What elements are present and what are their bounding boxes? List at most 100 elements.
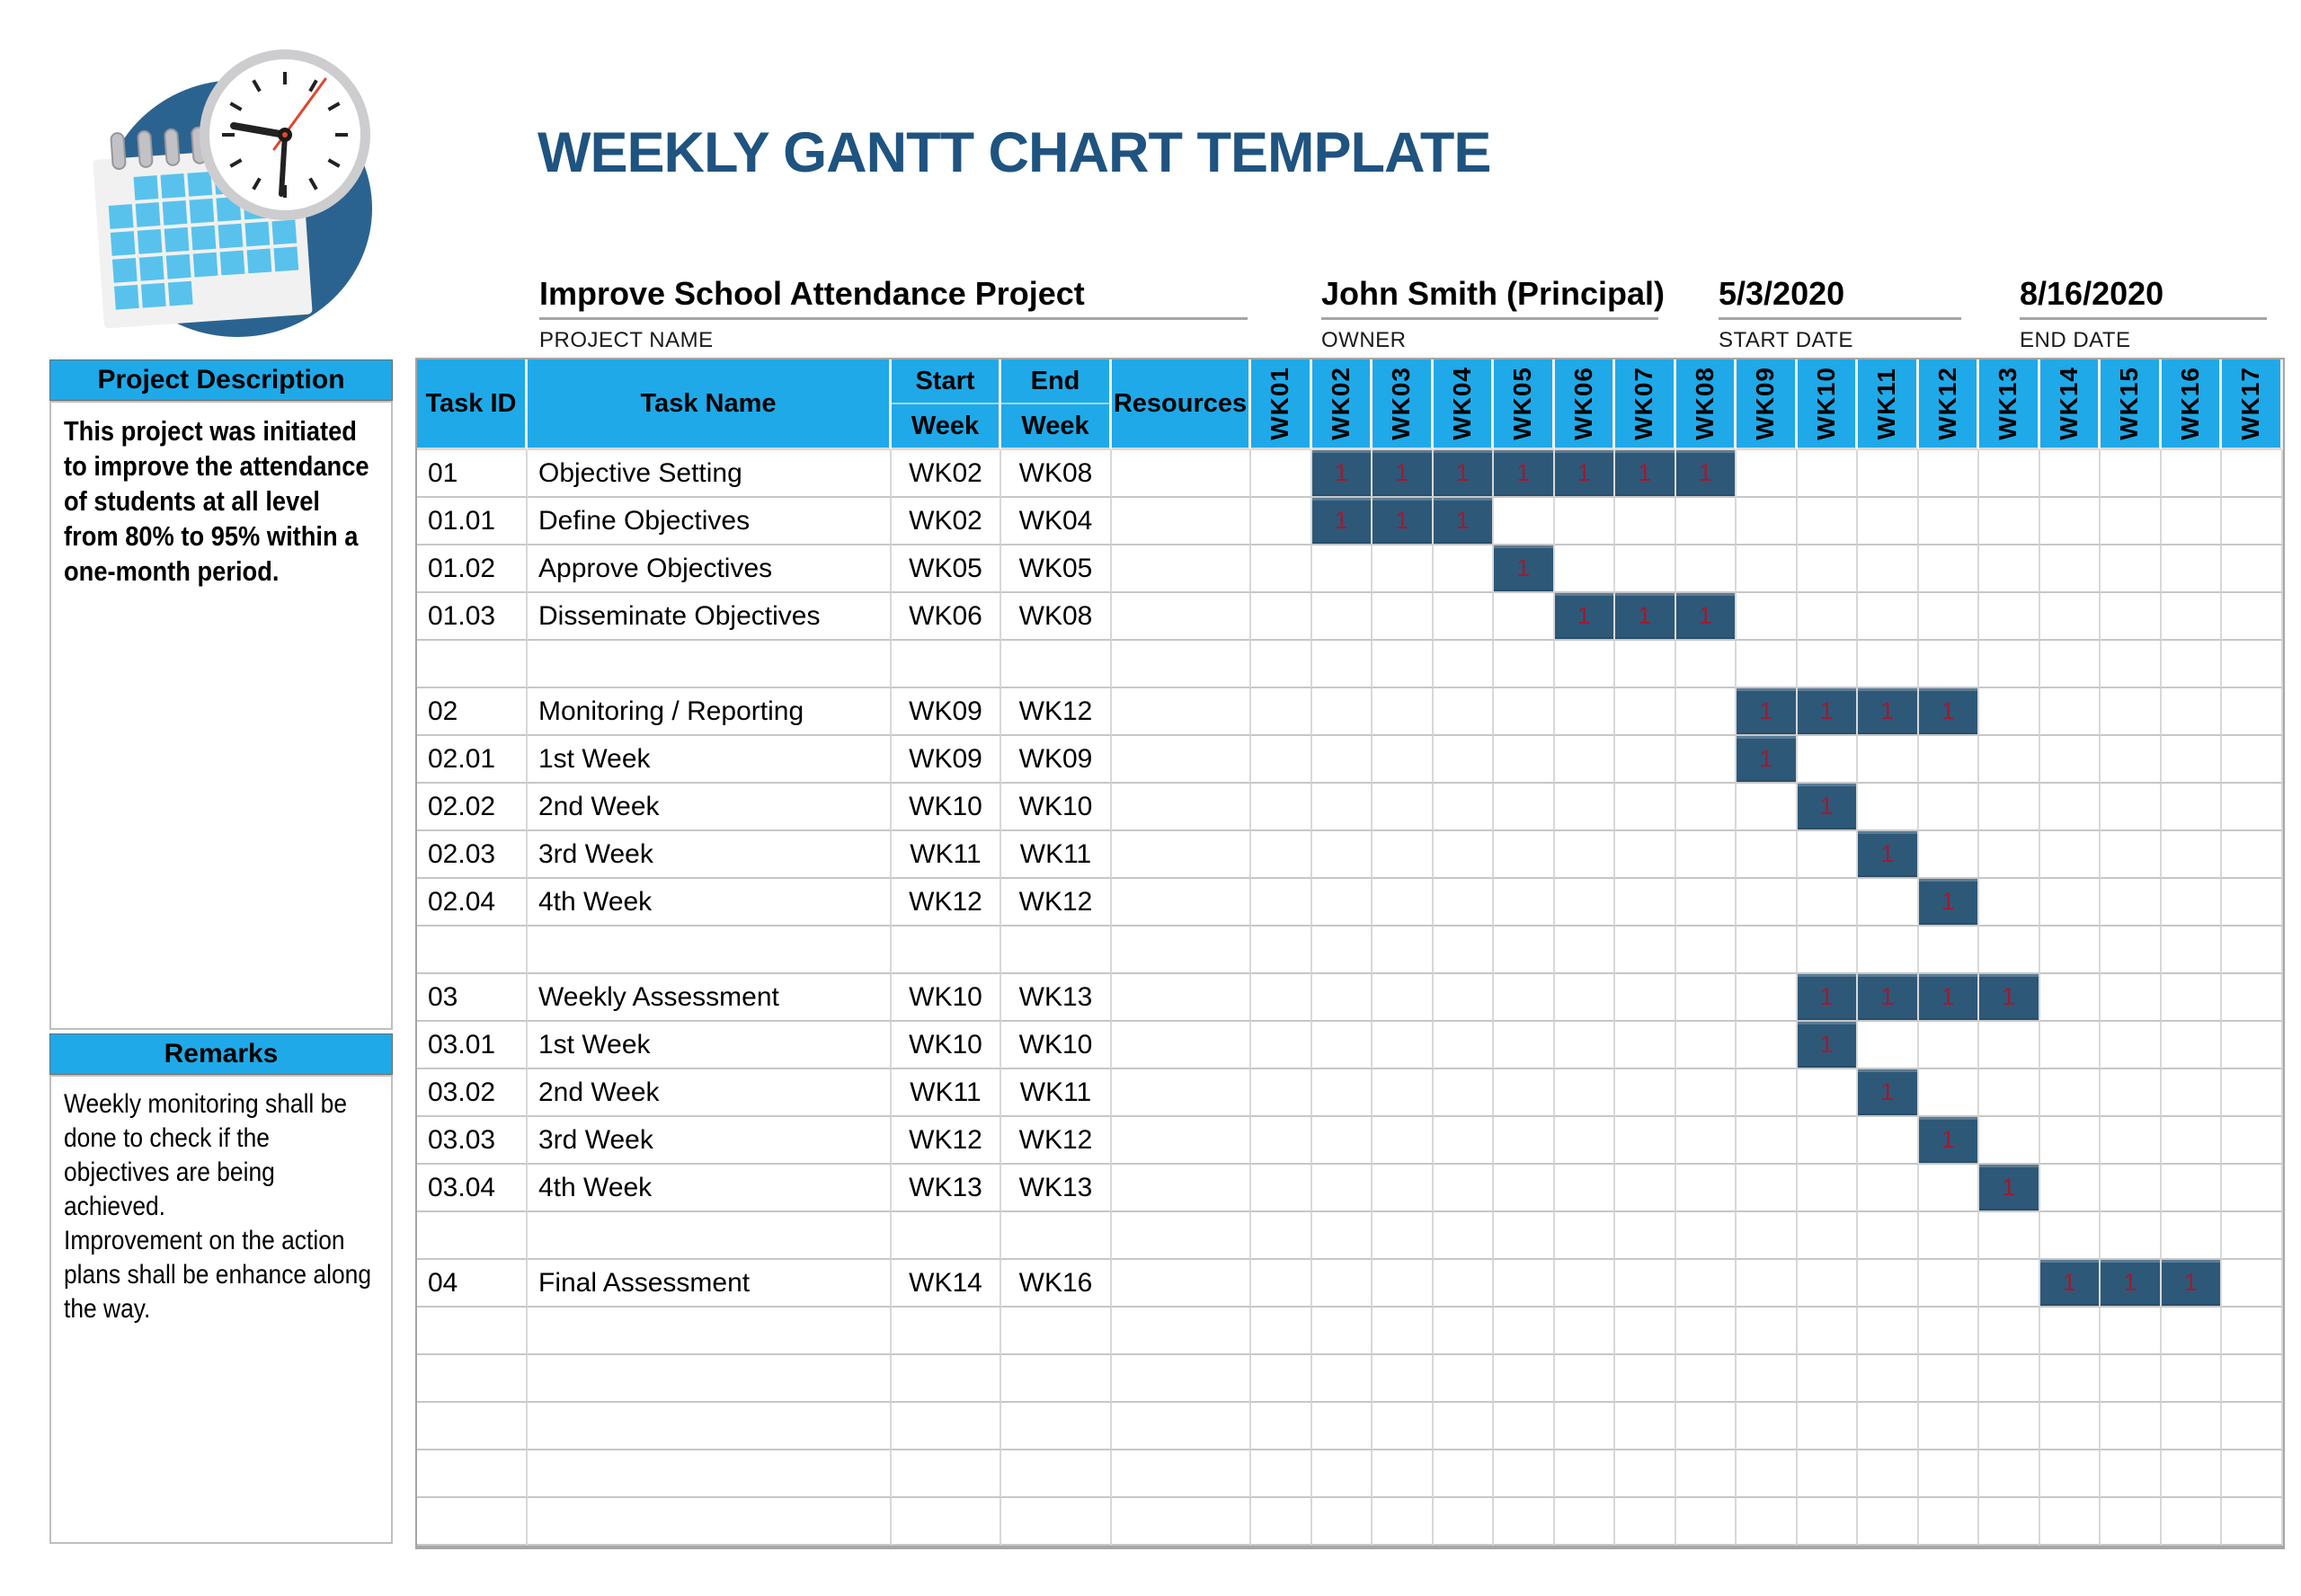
week-label: WK04 [1447, 367, 1476, 440]
week-cell [1494, 593, 1555, 641]
week-cell [1858, 1498, 1919, 1546]
week-cell [1918, 1165, 1979, 1212]
gantt-bar-cell: 1 [2101, 1260, 2162, 1308]
week-cell [1433, 1498, 1494, 1546]
week-label: WK14 [2054, 367, 2083, 440]
start-week-cell: WK09 [892, 688, 1001, 736]
week-label: WK15 [2115, 367, 2144, 440]
header-week-wk06: WK06 [1554, 359, 1615, 450]
gantt-bar-cell: 1 [1797, 688, 1858, 736]
week-cell [1554, 545, 1615, 593]
week-cell [1737, 1355, 1798, 1403]
week-cell [1675, 927, 1737, 974]
gantt-bar-cell: 1 [1494, 450, 1555, 498]
header-end-week-line: End [1001, 359, 1109, 404]
week-cell [2222, 1308, 2283, 1355]
start-week-cell: WK10 [892, 1022, 1001, 1069]
week-cell [1554, 784, 1615, 831]
week-label: WK10 [1811, 367, 1840, 440]
week-cell [1433, 1022, 1494, 1069]
week-cell [2161, 1022, 2222, 1069]
week-cell [1494, 1260, 1555, 1308]
week-cell [2101, 688, 2162, 736]
week-cell [1373, 1212, 1434, 1260]
week-cell [1737, 450, 1798, 498]
week-label: WK16 [2175, 367, 2204, 440]
resources-cell [1112, 1260, 1251, 1308]
week-cell [1737, 1450, 1798, 1498]
week-cell [2161, 927, 2222, 974]
week-cell [1373, 1117, 1434, 1165]
week-cell [1554, 879, 1615, 927]
start-week-cell: WK11 [892, 831, 1001, 879]
week-cell [1797, 1069, 1858, 1117]
week-cell [1675, 545, 1737, 593]
week-cell [2222, 593, 2283, 641]
gantt-bar-cell: 1 [1554, 450, 1615, 498]
week-cell [1433, 1403, 1494, 1450]
underline-rule [2020, 317, 2267, 320]
week-cell [1554, 1022, 1615, 1069]
week-cell [1311, 688, 1373, 736]
week-cell [2101, 450, 2162, 498]
gantt-bar-cell: 1 [1311, 450, 1373, 498]
end-date-field: 8/16/2020 END DATE [2020, 266, 2267, 353]
week-cell [1737, 1022, 1798, 1069]
task-name-cell: Weekly Assessment [528, 974, 892, 1022]
week-cell [1251, 974, 1312, 1022]
start-week-cell: WK09 [892, 736, 1001, 784]
header-week-wk11: WK11 [1858, 359, 1919, 450]
week-cell [1311, 1117, 1373, 1165]
end-week-cell: WK11 [1001, 1069, 1112, 1117]
week-cell [1737, 1117, 1798, 1165]
week-cell [1433, 1450, 1494, 1498]
task-id-cell: 04 [417, 1260, 528, 1308]
end-week-cell [1001, 1498, 1112, 1546]
week-cell [1858, 450, 1919, 498]
week-cell [1918, 1403, 1979, 1450]
week-cell [1979, 641, 2040, 688]
week-cell [2039, 927, 2101, 974]
end-week-cell: WK16 [1001, 1260, 1112, 1308]
task-id-cell [417, 1403, 528, 1450]
week-cell [1311, 736, 1373, 784]
week-cell [1737, 545, 1798, 593]
week-cell [1373, 784, 1434, 831]
week-cell [2101, 1022, 2162, 1069]
week-cell [2222, 1022, 2283, 1069]
week-cell [2039, 784, 2101, 831]
week-cell [1251, 1117, 1312, 1165]
week-cell [2101, 1165, 2162, 1212]
week-cell [1918, 1260, 1979, 1308]
week-cell [2161, 1450, 2222, 1498]
week-cell [2161, 974, 2222, 1022]
week-cell [1797, 879, 1858, 927]
week-cell [1797, 1165, 1858, 1212]
week-cell [2039, 688, 2101, 736]
week-cell [1979, 1355, 2040, 1403]
remarks-text: Weekly monitoring shall be done to check… [64, 1089, 372, 1324]
resources-cell [1112, 1165, 1251, 1212]
week-cell [2222, 1450, 2283, 1498]
week-cell [2101, 879, 2162, 927]
week-cell [2101, 1117, 2162, 1165]
week-cell [2222, 879, 2283, 927]
header-week-wk14: WK14 [2039, 359, 2101, 450]
week-cell [1494, 974, 1555, 1022]
week-cell [1979, 688, 2040, 736]
week-cell [1979, 1022, 2040, 1069]
week-cell [1494, 1165, 1555, 1212]
week-cell [1979, 1212, 2040, 1260]
task-name-cell: Disseminate Objectives [528, 593, 892, 641]
week-cell [1615, 879, 1676, 927]
week-cell [1433, 784, 1494, 831]
week-cell [1433, 1355, 1494, 1403]
week-cell [1675, 879, 1737, 927]
week-cell [2161, 879, 2222, 927]
week-cell [1918, 736, 1979, 784]
week-cell [2039, 1117, 2101, 1165]
header-week-wk05: WK05 [1494, 359, 1555, 450]
week-cell [2222, 1069, 2283, 1117]
week-cell [1858, 498, 1919, 545]
week-cell [2101, 1355, 2162, 1403]
